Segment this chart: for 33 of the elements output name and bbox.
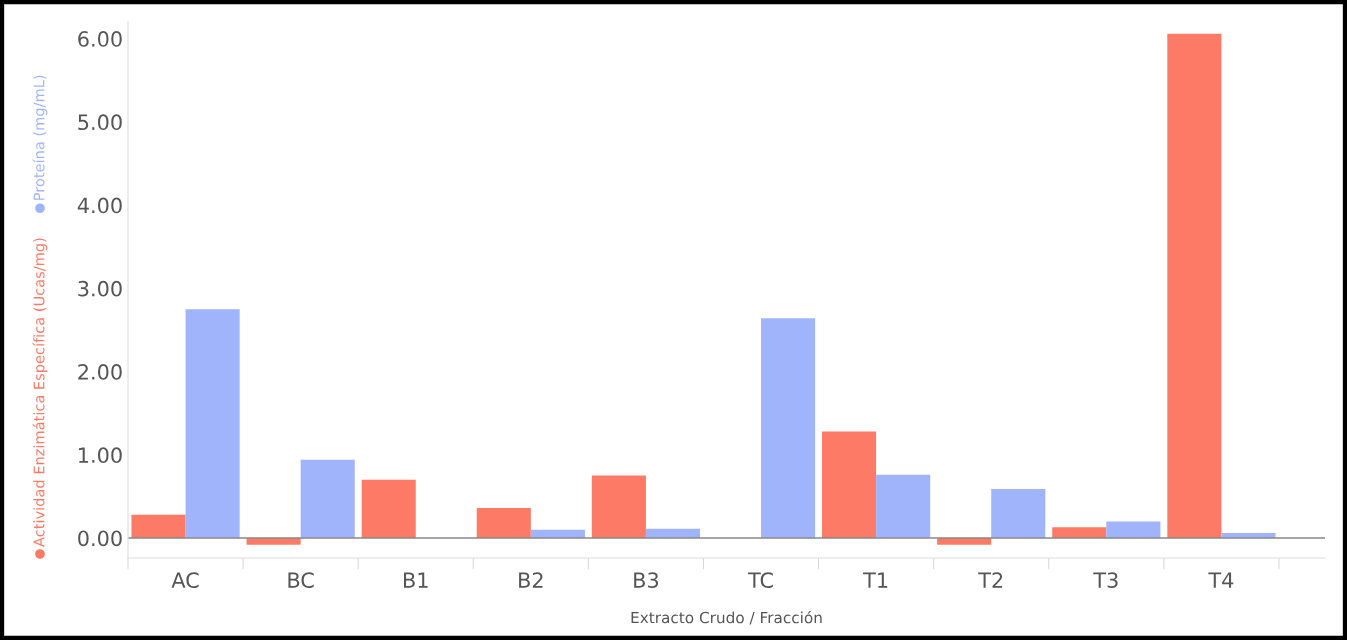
bar (761, 318, 816, 539)
y-tick-label: 1.00 (79, 447, 122, 464)
bar (991, 488, 1046, 539)
x-tick-label: AC (171, 572, 199, 589)
x-tick-label: T1 (863, 572, 888, 588)
bar (476, 508, 531, 539)
bar (1052, 527, 1107, 539)
bar (1106, 521, 1161, 539)
x-tick-label: T4 (1208, 572, 1234, 588)
x-axis-title: Extracto Crudo / Fracción (631, 610, 822, 625)
bar (591, 475, 646, 539)
x-tick-label: TC (747, 572, 773, 589)
x-tick-label: B2 (519, 572, 543, 588)
bar (822, 431, 877, 539)
x-tick-label: T2 (978, 572, 1003, 588)
y-tick-label: 6.00 (78, 31, 122, 47)
y-tick-label: 3.00 (78, 280, 122, 297)
text: Actividad Enzimática Específica (Ucas/mg) (32, 238, 48, 547)
bar (876, 474, 931, 539)
bar (300, 459, 355, 539)
x-tick-label: B3 (634, 572, 659, 589)
bar (1167, 33, 1222, 539)
y-tick-label: 4.00 (77, 197, 122, 214)
y-tick-label: 5.00 (78, 114, 122, 131)
y-tick-label: 2.00 (78, 364, 122, 380)
text: Proteína (mg/mL) (32, 75, 48, 200)
bar (185, 309, 240, 539)
y-tick-label: 0.00 (78, 530, 122, 547)
bar (361, 479, 416, 539)
x-tick-label: B1 (404, 572, 428, 588)
x-tick-label: BC (288, 572, 314, 589)
x-tick-label: T3 (1093, 572, 1118, 589)
bar (131, 514, 186, 539)
